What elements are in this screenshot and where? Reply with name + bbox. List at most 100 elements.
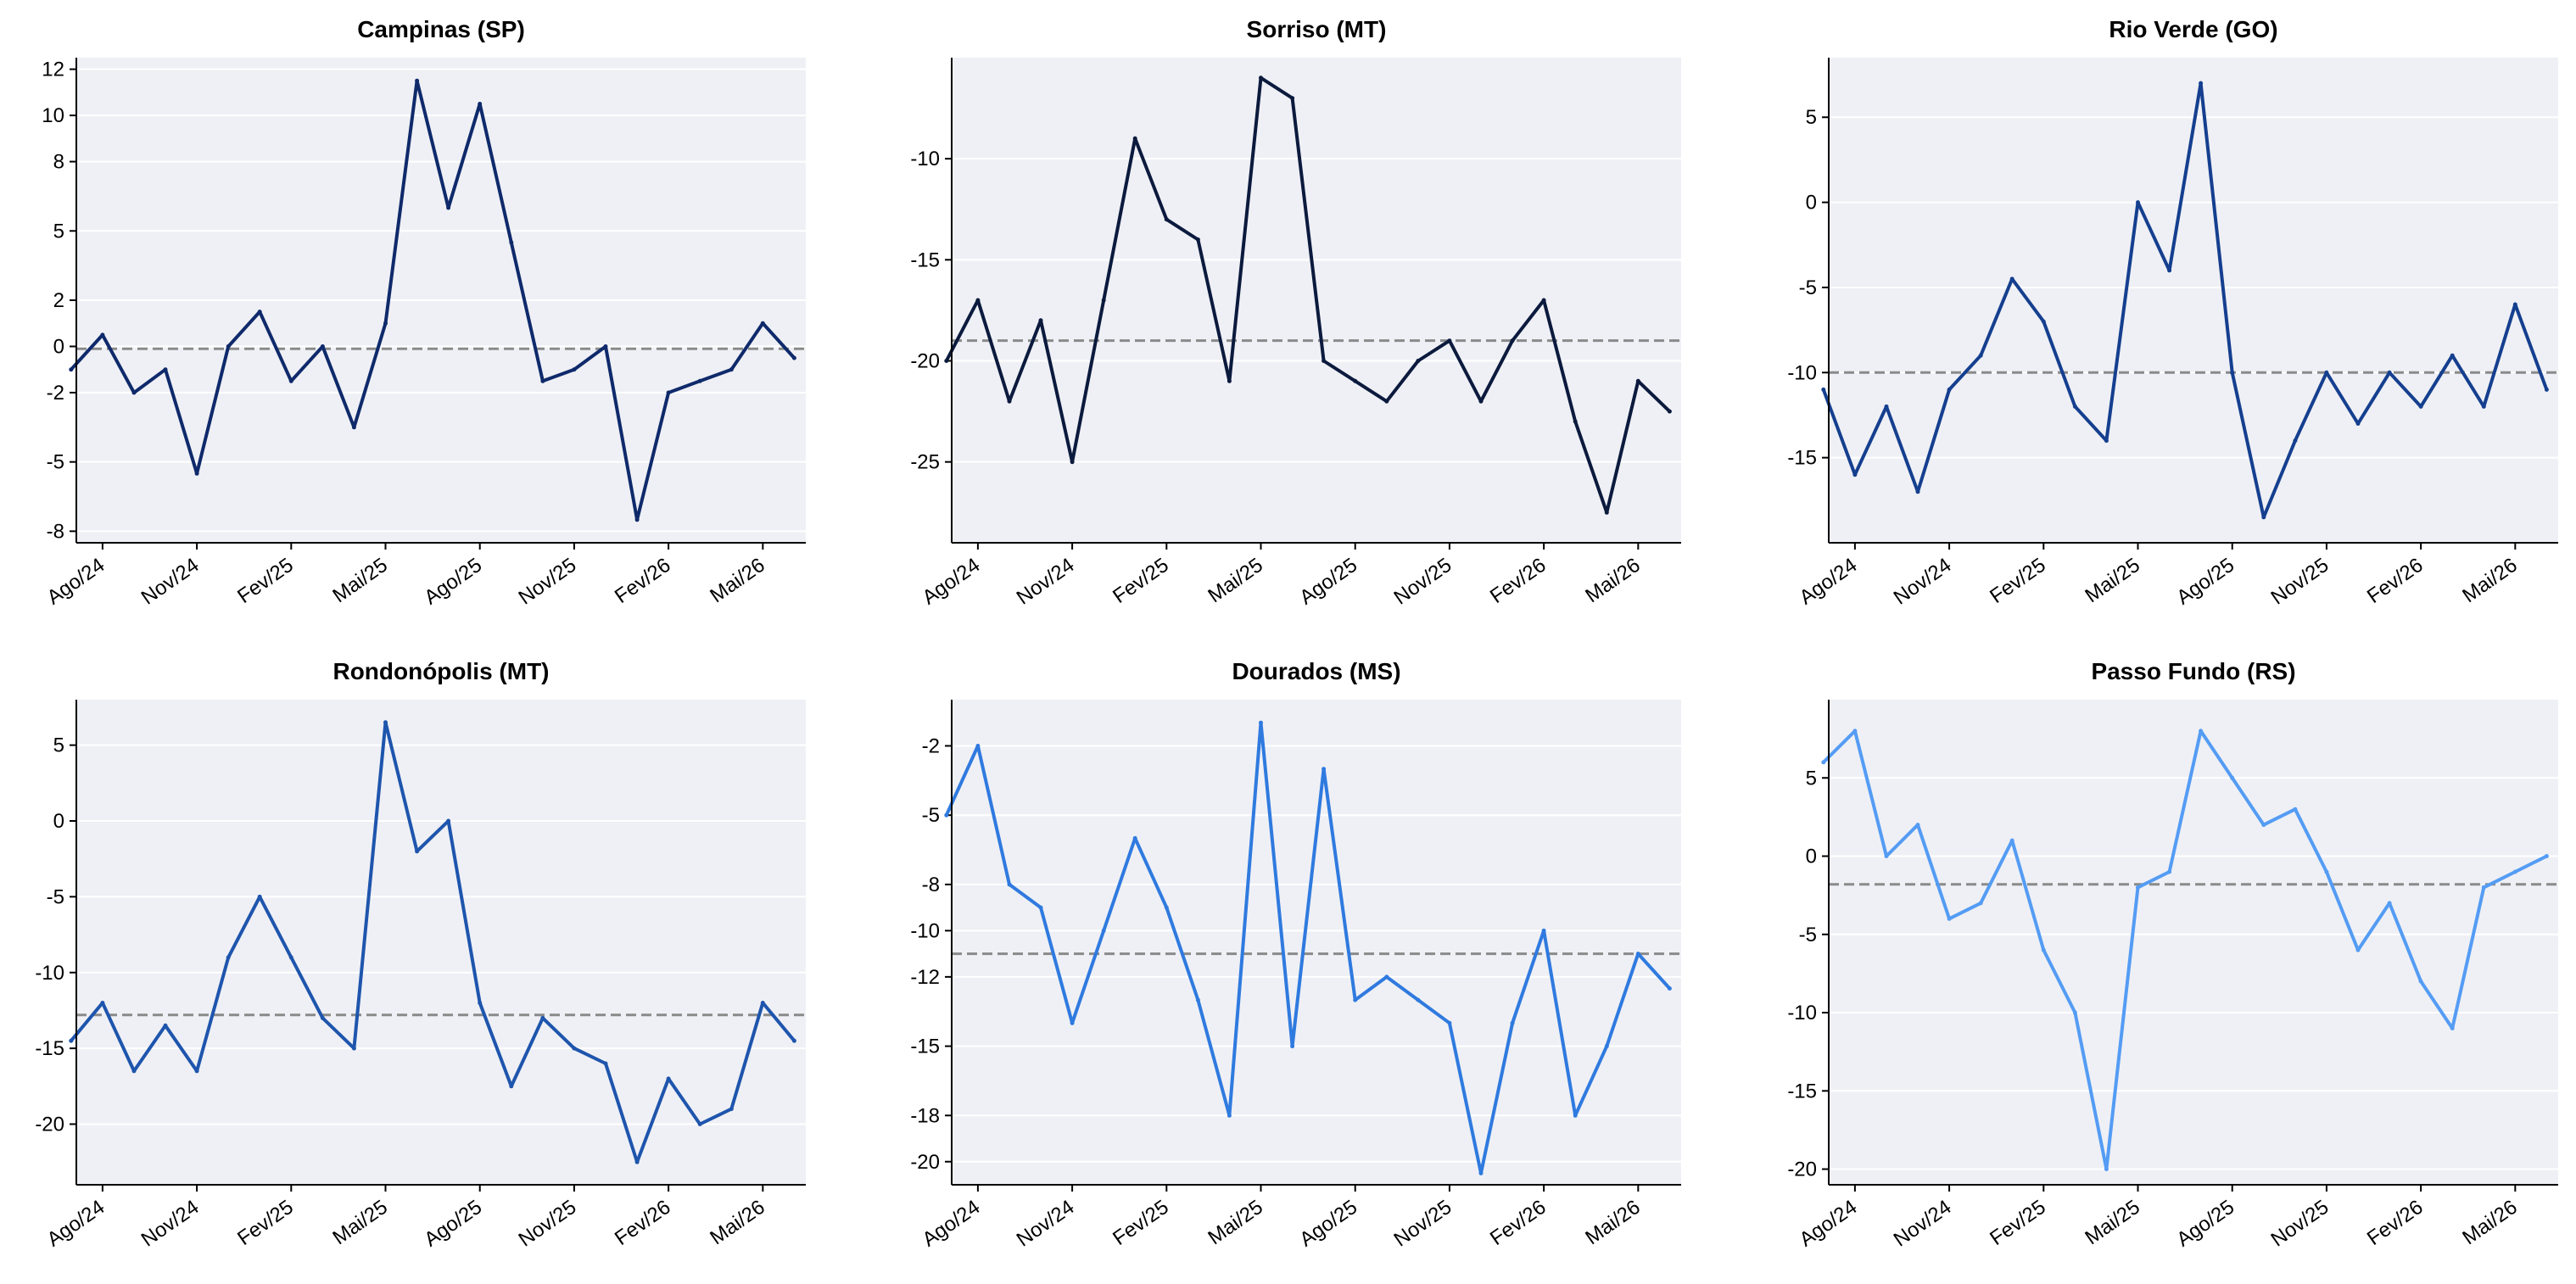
data-point bbox=[2136, 885, 2140, 890]
x-tick-label: Fev/26 bbox=[1486, 1196, 1551, 1250]
data-point bbox=[1164, 217, 1169, 222]
data-point bbox=[1478, 399, 1484, 404]
data-point bbox=[2450, 353, 2455, 358]
data-point bbox=[2512, 302, 2517, 307]
data-point bbox=[2512, 869, 2517, 874]
data-point bbox=[2387, 901, 2392, 906]
data-point bbox=[478, 102, 483, 106]
plot-area bbox=[76, 700, 806, 1185]
x-tick-label: Fev/26 bbox=[1486, 554, 1551, 608]
data-point bbox=[1384, 399, 1389, 404]
plot-area bbox=[952, 700, 1681, 1185]
data-point bbox=[1821, 387, 1826, 392]
data-point bbox=[1915, 489, 1920, 494]
x-tick-label: Nov/24 bbox=[1013, 1196, 1079, 1252]
y-tick-label: 5 bbox=[1806, 767, 1817, 790]
y-tick-label: -12 bbox=[910, 966, 940, 989]
data-point bbox=[634, 517, 640, 522]
data-point bbox=[1978, 901, 1983, 906]
data-point bbox=[1227, 1113, 1232, 1118]
data-point bbox=[1416, 997, 1421, 1002]
y-tick-label: 12 bbox=[42, 59, 64, 81]
x-tick-label: Mai/26 bbox=[2458, 554, 2522, 607]
data-point bbox=[2418, 404, 2423, 409]
x-tick-label: Mai/25 bbox=[2081, 1196, 2144, 1249]
x-tick-label: Fev/26 bbox=[2363, 1196, 2428, 1250]
x-tick-label: Ago/25 bbox=[420, 554, 486, 610]
y-tick-label: -5 bbox=[47, 451, 64, 474]
data-point bbox=[666, 390, 671, 395]
data-point bbox=[2261, 823, 2266, 828]
data-point bbox=[1164, 905, 1169, 910]
series-line bbox=[945, 75, 1671, 515]
data-point bbox=[1447, 338, 1452, 343]
data-point bbox=[1195, 997, 1200, 1002]
chart-title: Rondonópolis (MT) bbox=[332, 658, 549, 684]
y-tick-label: -10 bbox=[910, 919, 940, 942]
data-point bbox=[1101, 928, 1106, 933]
data-point bbox=[729, 367, 734, 372]
data-point bbox=[1478, 1170, 1484, 1175]
y-tick-label: -5 bbox=[1799, 276, 1817, 299]
data-point bbox=[1322, 359, 1327, 363]
y-tick-label: -5 bbox=[1799, 924, 1817, 946]
x-tick-label: Fev/25 bbox=[233, 1196, 298, 1250]
y-tick-label: -18 bbox=[910, 1104, 940, 1127]
data-point bbox=[509, 240, 514, 245]
x-tick-label: Ago/24 bbox=[1796, 1196, 1862, 1252]
x-tick-label: Ago/25 bbox=[1295, 554, 1361, 610]
data-point bbox=[100, 1001, 105, 1005]
data-point bbox=[2072, 404, 2077, 409]
data-point bbox=[1447, 1020, 1452, 1025]
x-tick-label: Mai/26 bbox=[706, 554, 769, 607]
data-point bbox=[415, 849, 420, 854]
data-point bbox=[2041, 319, 2046, 324]
data-point bbox=[1604, 1044, 1609, 1049]
chart-panel-4: 5 0 -5 -10 -15 -20 Ago/24 Nov/24 Fev/25 Mai/25 Ago… bbox=[35, 658, 806, 1252]
y-tick-label: -5 bbox=[922, 804, 940, 827]
data-point bbox=[2293, 438, 2298, 444]
y-tick-label: 8 bbox=[53, 151, 64, 174]
y-tick-label: -20 bbox=[910, 1151, 940, 1174]
data-point bbox=[1416, 359, 1421, 363]
data-point bbox=[729, 1107, 734, 1112]
data-point bbox=[478, 1001, 483, 1005]
x-tick-label: Nov/24 bbox=[1013, 554, 1079, 610]
data-point bbox=[2009, 838, 2014, 843]
data-point bbox=[194, 1069, 199, 1074]
x-tick-label: Ago/25 bbox=[2172, 554, 2238, 610]
data-point bbox=[2230, 775, 2235, 780]
data-point bbox=[1384, 974, 1389, 980]
x-tick-label: Nov/24 bbox=[1890, 1196, 1956, 1252]
data-point bbox=[257, 894, 262, 899]
chart-title: Sorriso (MT) bbox=[1247, 16, 1387, 42]
series-line bbox=[1822, 729, 2548, 1171]
x-tick-label: Nov/25 bbox=[2267, 1196, 2333, 1252]
data-point bbox=[975, 298, 981, 303]
data-point bbox=[2167, 869, 2172, 874]
x-tick-label: Fev/25 bbox=[1109, 554, 1173, 608]
data-point bbox=[540, 1015, 545, 1020]
x-tick-label: Mai/25 bbox=[2081, 554, 2144, 607]
data-point bbox=[2324, 869, 2329, 874]
data-point bbox=[603, 1061, 608, 1066]
y-tick-label: -10 bbox=[35, 962, 64, 985]
chart-panel-3: 5 0 -5 -10 -15 Ago/24 Nov/24 Fev/25 Mai/25 Ago/25… bbox=[1787, 16, 2558, 610]
chart-panel-6: 5 0 -5 -10 -15 -20 Ago/24 Nov/24 Fev/25 Mai/25 Ago… bbox=[1787, 658, 2558, 1252]
series-line bbox=[70, 720, 796, 1164]
data-point bbox=[1884, 854, 1889, 858]
x-tick-label: Fev/25 bbox=[1109, 1196, 1173, 1250]
chart-title: Campinas (SP) bbox=[357, 16, 525, 42]
data-point bbox=[1541, 928, 1546, 933]
data-point bbox=[760, 1001, 765, 1005]
data-point bbox=[131, 390, 137, 395]
data-point bbox=[2355, 947, 2361, 952]
data-point bbox=[2544, 387, 2549, 392]
data-point bbox=[572, 1046, 577, 1051]
data-point bbox=[1573, 1113, 1578, 1118]
data-point bbox=[2009, 276, 2014, 282]
data-point bbox=[1821, 760, 1826, 765]
data-point bbox=[2481, 404, 2486, 409]
data-point bbox=[1132, 835, 1137, 840]
data-point bbox=[2199, 81, 2204, 86]
